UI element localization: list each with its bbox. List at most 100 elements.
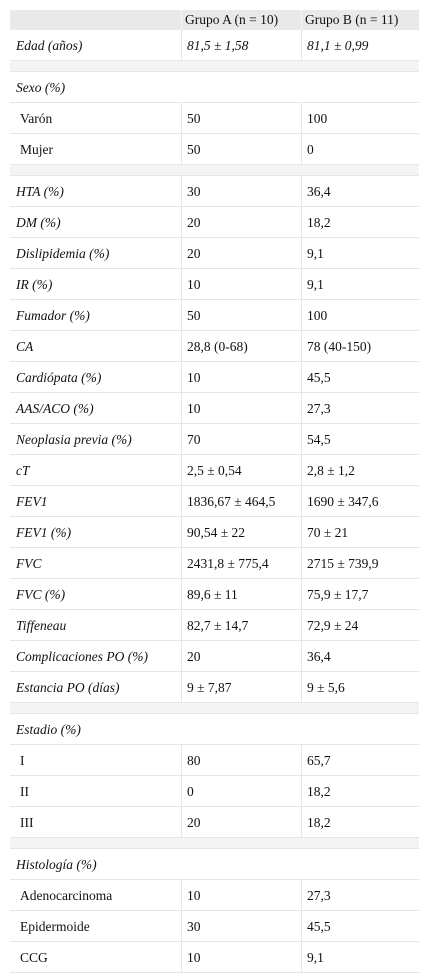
table-row: Estancia PO (días) 9 ± 7,87 9 ± 5,6 [10,672,419,703]
grupo-a-value: 90,54 ± 22 [181,517,301,547]
grupo-b-value: 27,3 [301,880,419,910]
grupo-a-value: 20 [181,207,301,237]
row-label: CA [16,339,34,354]
grupo-b-value: 36,4 [301,641,419,671]
grupo-b-value: 2715 ± 739,9 [301,548,419,578]
data-table: Grupo A (n = 10) Grupo B (n = 11) Edad (… [10,10,419,973]
grupo-a-value: 10 [181,942,301,972]
table-row: III 20 18,2 [10,807,419,838]
table-row: AAS/ACO (%) 10 27,3 [10,393,419,424]
row-label: Neoplasia previa (%) [16,432,132,447]
grupo-b-value: 18,2 [301,776,419,806]
grupo-b-value: 75,9 ± 17,7 [301,579,419,609]
grupo-a-value: 9 ± 7,87 [181,672,301,702]
grupo-b-value: 45,5 [301,911,419,941]
section-label: Estadio (%) [16,722,81,737]
grupo-a-value: 81,5 ± 1,58 [181,30,301,60]
grupo-a-value: 1836,67 ± 464,5 [181,486,301,516]
grupo-a-value: 10 [181,362,301,392]
grupo-a-value: 50 [181,134,301,164]
grupo-a-value: 0 [181,776,301,806]
grupo-b-value: 1690 ± 347,6 [301,486,419,516]
table-row: Dislipidemia (%) 20 9,1 [10,238,419,269]
row-label: IR (%) [16,277,53,292]
table-row: Complicaciones PO (%) 20 36,4 [10,641,419,672]
row-label: Epidermoide [20,919,90,934]
row-label: Dislipidemia (%) [16,246,110,261]
row-label: Edad (años) [16,38,83,53]
row-label: Varón [20,111,53,126]
grupo-b-value: 9,1 [301,942,419,972]
row-label: FVC (%) [16,587,66,602]
grupo-a-value: 20 [181,641,301,671]
table-row: FEV1 (%) 90,54 ± 22 70 ± 21 [10,517,419,548]
row-label: Complicaciones PO (%) [16,649,148,664]
grupo-a-value: 50 [181,300,301,330]
grupo-a-value: 89,6 ± 11 [181,579,301,609]
table-header: Grupo A (n = 10) Grupo B (n = 11) [10,10,419,30]
table-row: IR (%) 10 9,1 [10,269,419,300]
grupo-b-value: 100 [301,300,419,330]
table-row: CA 28,8 (0-68) 78 (40-150) [10,331,419,362]
header-grupo-a: Grupo A (n = 10) [181,10,301,30]
row-label: Adenocarcinoma [20,888,113,903]
table-row: Tiffeneau 82,7 ± 14,7 72,9 ± 24 [10,610,419,641]
grupo-a-value: 30 [181,911,301,941]
table-row: CCG 10 9,1 [10,942,419,973]
grupo-b-value: 65,7 [301,745,419,775]
row-label: AAS/ACO (%) [16,401,94,416]
grupo-b-value: 18,2 [301,807,419,837]
grupo-b-value: 0 [301,134,419,164]
grupo-b-value: 18,2 [301,207,419,237]
grupo-a-value: 10 [181,880,301,910]
grupo-b-value: 36,4 [301,176,419,206]
grupo-a-value: 2,5 ± 0,54 [181,455,301,485]
grupo-b-value: 70 ± 21 [301,517,419,547]
table-row: I 80 65,7 [10,745,419,776]
table-row: Mujer 50 0 [10,134,419,165]
grupo-b-value: 54,5 [301,424,419,454]
table-row: Epidermoide 30 45,5 [10,911,419,942]
grupo-b-value: 27,3 [301,393,419,423]
row-label: DM (%) [16,215,61,230]
section-label: Histología (%) [16,857,97,872]
header-grupo-b: Grupo B (n = 11) [301,10,419,30]
table-row: HTA (%) 30 36,4 [10,176,419,207]
grupo-a-value: 28,8 (0-68) [181,331,301,361]
section-divider [10,165,419,176]
grupo-a-value: 2431,8 ± 775,4 [181,548,301,578]
section-divider [10,703,419,714]
section-heading: Estadio (%) [10,714,419,745]
grupo-b-value: 72,9 ± 24 [301,610,419,640]
row-label: cT [16,463,30,478]
grupo-a-value: 20 [181,238,301,268]
table-row: Edad (años) 81,5 ± 1,58 81,1 ± 0,99 [10,30,419,61]
table-row: DM (%) 20 18,2 [10,207,419,238]
row-label: I [20,753,25,768]
grupo-a-value: 10 [181,269,301,299]
row-label: HTA (%) [16,184,64,199]
grupo-a-value: 30 [181,176,301,206]
header-blank [10,10,181,30]
table-row: FEV1 1836,67 ± 464,5 1690 ± 347,6 [10,486,419,517]
grupo-a-value: 20 [181,807,301,837]
grupo-a-value: 10 [181,393,301,423]
grupo-a-value: 50 [181,103,301,133]
section-heading: Histología (%) [10,849,419,880]
grupo-a-value: 70 [181,424,301,454]
grupo-b-value: 9,1 [301,269,419,299]
row-label: Estancia PO (días) [16,680,120,695]
table-row: FVC 2431,8 ± 775,4 2715 ± 739,9 [10,548,419,579]
row-label: Fumador (%) [16,308,90,323]
section-divider [10,61,419,72]
table-row: cT 2,5 ± 0,54 2,8 ± 1,2 [10,455,419,486]
grupo-b-value: 78 (40-150) [301,331,419,361]
grupo-a-value: 80 [181,745,301,775]
table-row: Neoplasia previa (%) 70 54,5 [10,424,419,455]
row-label: II [20,784,29,799]
grupo-b-value: 9 ± 5,6 [301,672,419,702]
row-label: CCG [20,950,48,965]
grupo-b-value: 45,5 [301,362,419,392]
grupo-b-value: 81,1 ± 0,99 [301,30,419,60]
section-heading: Sexo (%) [10,72,419,103]
